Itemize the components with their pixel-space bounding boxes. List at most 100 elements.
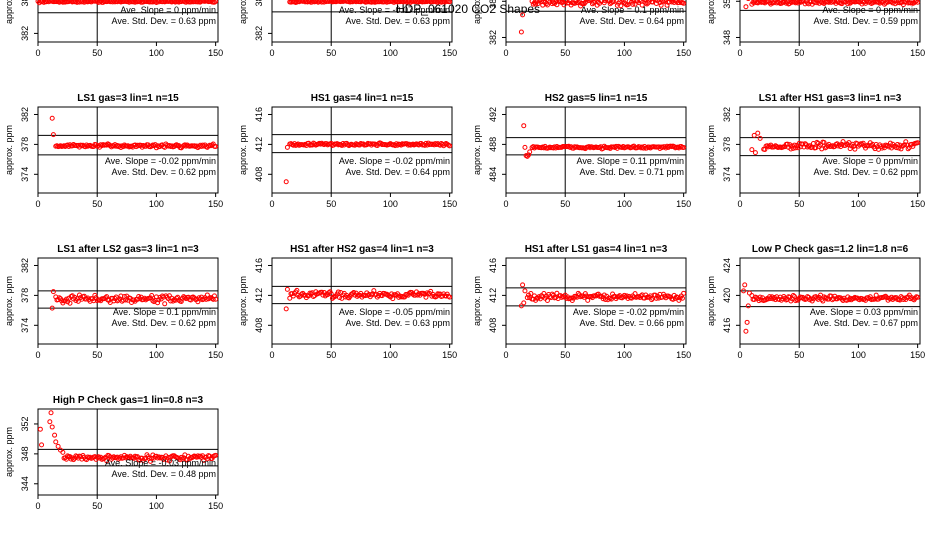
x-tick-label: 100 — [617, 199, 632, 209]
data-point — [522, 144, 528, 150]
data-point — [588, 0, 594, 2]
x-tick-label: 150 — [910, 48, 925, 58]
data-point — [752, 150, 758, 156]
std-dev-annotation: Ave. Std. Dev. = 0.62 ppm — [112, 167, 216, 177]
data-point — [544, 298, 550, 304]
x-tick-label: 100 — [851, 350, 866, 360]
data-point — [587, 0, 593, 3]
data-point — [823, 295, 829, 301]
plot-frame — [37, 408, 219, 496]
data-point — [755, 130, 761, 136]
x-tick-label: 100 — [851, 48, 866, 58]
y-tick-label: 386 — [254, 0, 264, 7]
x-tick-label: 0 — [503, 199, 508, 209]
data-point — [410, 291, 416, 297]
data-point — [447, 0, 453, 5]
y-tick-label: 484 — [488, 167, 498, 182]
data-point — [793, 145, 799, 151]
data-point — [544, 2, 550, 8]
slope-annotation: Ave. Slope = -0.05 ppm/min — [339, 307, 450, 317]
x-tick-label: 150 — [676, 48, 691, 58]
x-tick-label: 0 — [737, 350, 742, 360]
slope-annotation: Ave. Slope = 0 ppm/min — [822, 156, 918, 166]
x-tick-label: 0 — [269, 199, 274, 209]
y-tick-label: 374 — [20, 167, 30, 182]
x-tick-label: 0 — [269, 350, 274, 360]
data-points — [49, 115, 219, 151]
data-point — [197, 453, 203, 459]
x-tick-label: 0 — [35, 501, 40, 511]
y-tick-label: 416 — [254, 258, 264, 273]
data-point — [52, 432, 58, 438]
x-tick-label: 100 — [149, 48, 164, 58]
data-point — [793, 298, 799, 304]
data-point — [745, 303, 751, 309]
plot-frame — [271, 106, 453, 194]
data-point — [177, 457, 183, 463]
x-tick-label: 100 — [149, 350, 164, 360]
data-point — [47, 419, 53, 425]
y-tick-label: 382 — [20, 107, 30, 122]
y-axis-label: approx. ppm — [238, 125, 248, 175]
data-points — [518, 0, 687, 35]
data-points — [35, 0, 219, 6]
data-point — [743, 328, 749, 334]
x-tick-label: 0 — [503, 48, 508, 58]
data-point — [75, 298, 81, 304]
data-point — [48, 410, 54, 416]
data-point — [649, 297, 655, 303]
x-tick-label: 0 — [269, 48, 274, 58]
panel-9: LS1 after LS2 gas=3 lin=1 n=3 approx. ppm… — [4, 244, 223, 360]
data-points — [521, 123, 687, 159]
data-point — [631, 0, 637, 3]
data-point — [37, 426, 43, 432]
data-point — [371, 288, 377, 294]
data-point — [148, 458, 153, 464]
data-point — [319, 289, 325, 295]
data-point — [681, 0, 687, 6]
slope-annotation: Ave. Slope = -0.02 ppm/min — [339, 156, 450, 166]
x-tick-label: 50 — [326, 48, 336, 58]
data-point — [95, 454, 101, 460]
panel-title: LS1 after LS2 gas=3 lin=1 n=3 — [57, 244, 199, 255]
data-point — [898, 146, 904, 152]
y-tick-label: 412 — [254, 137, 264, 152]
data-point — [581, 1, 587, 7]
x-tick-label: 100 — [383, 48, 398, 58]
panel-title: Low P Check gas=1.2 lin=1.8 n=6 — [752, 244, 909, 255]
x-tick-label: 150 — [676, 199, 691, 209]
data-point — [791, 142, 797, 148]
data-point — [763, 297, 769, 303]
data-point — [851, 143, 857, 149]
data-point — [912, 0, 918, 5]
data-point — [63, 296, 69, 302]
data-point — [213, 296, 219, 302]
data-point — [283, 306, 289, 312]
x-tick-label: 150 — [442, 350, 457, 360]
x-tick-label: 150 — [208, 350, 223, 360]
slope-annotation: Ave. Slope = -0.02 ppm/min — [573, 307, 684, 317]
data-point — [522, 288, 528, 294]
data-point — [676, 297, 682, 303]
x-tick-label: 100 — [149, 199, 164, 209]
data-point — [284, 286, 290, 292]
data-point — [53, 439, 59, 445]
std-dev-annotation: Ave. Std. Dev. = 0.71 ppm — [580, 167, 684, 177]
data-point — [50, 132, 56, 138]
y-tick-label: 416 — [254, 107, 264, 122]
panel-11: HS1 after LS1 gas=4 lin=1 n=3 approx. ppm… — [472, 244, 691, 360]
std-dev-annotation: Ave. Std. Dev. = 0.64 ppm — [346, 167, 450, 177]
data-point — [642, 0, 648, 3]
data-point — [524, 295, 530, 301]
y-axis-label: approx. ppm — [238, 276, 248, 326]
plot-frame — [739, 0, 921, 43]
data-point — [337, 295, 342, 301]
data-point — [351, 289, 357, 295]
data-point — [162, 301, 168, 307]
data-point — [335, 289, 341, 295]
y-tick-label: 382 — [488, 30, 498, 45]
data-point — [283, 179, 289, 185]
x-tick-label: 50 — [92, 48, 102, 58]
y-tick-label: 348 — [722, 30, 732, 45]
